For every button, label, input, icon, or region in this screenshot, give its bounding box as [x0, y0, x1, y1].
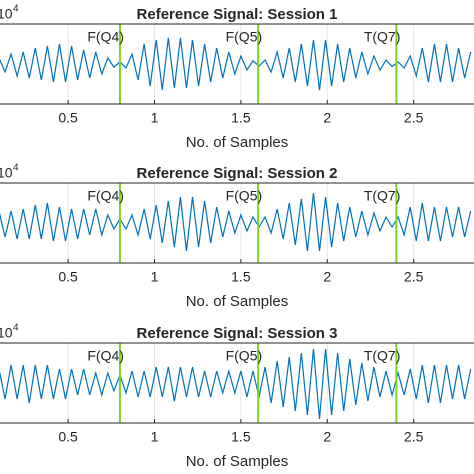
- exponent-base: 10: [0, 165, 13, 181]
- marker-label: T(Q7): [364, 29, 401, 45]
- chart-title: Reference Signal: Session 1: [137, 6, 338, 23]
- x-tick-label: 2.5: [404, 429, 424, 445]
- x-axis-label: No. of Samples: [186, 293, 289, 310]
- x-tick-label: 1: [151, 429, 159, 445]
- x-tick-label: 1.5: [231, 110, 251, 126]
- signal-line: [0, 192, 472, 252]
- marker-label: F(Q5): [226, 29, 263, 45]
- chart-title: Reference Signal: Session 2: [137, 165, 338, 182]
- x-tick-label: 1.5: [231, 269, 251, 285]
- x-axis-label: No. of Samples: [186, 134, 289, 151]
- marker-label: T(Q7): [364, 348, 401, 364]
- x-tick-label: 1.5: [231, 429, 251, 445]
- x-tick-label: 0.5: [58, 110, 78, 126]
- marker-label: T(Q7): [364, 188, 401, 204]
- x-tick-label: 0.5: [58, 269, 78, 285]
- axes-box: [0, 342, 474, 424]
- x-axis-label: No. of Samples: [186, 453, 289, 470]
- marker-label: F(Q5): [226, 348, 263, 364]
- x-tick-label: 2: [323, 429, 331, 445]
- x-tick-label: 0.5: [58, 429, 78, 445]
- marker-label: F(Q4): [87, 29, 124, 45]
- exponent-base: 10: [0, 6, 13, 22]
- x-tick-label: 2.5: [404, 110, 424, 126]
- marker-label: F(Q4): [87, 188, 124, 204]
- marker-label: F(Q5): [226, 188, 263, 204]
- signal-line: [0, 348, 472, 420]
- exponent-power: 4: [13, 163, 19, 174]
- x-tick-label: 2: [323, 110, 331, 126]
- x-tick-label: 2.5: [404, 269, 424, 285]
- exponent-power: 4: [13, 4, 19, 15]
- axes-box: [0, 182, 474, 264]
- exponent-base: 10: [0, 325, 13, 341]
- chart-title: Reference Signal: Session 3: [137, 325, 338, 342]
- exponent-power: 4: [13, 323, 19, 334]
- signal-line: [0, 37, 472, 91]
- x-tick-label: 1: [151, 269, 159, 285]
- axes-box: [0, 23, 474, 105]
- x-tick-label: 1: [151, 110, 159, 126]
- x-tick-label: 2: [323, 269, 331, 285]
- marker-label: F(Q4): [87, 348, 124, 364]
